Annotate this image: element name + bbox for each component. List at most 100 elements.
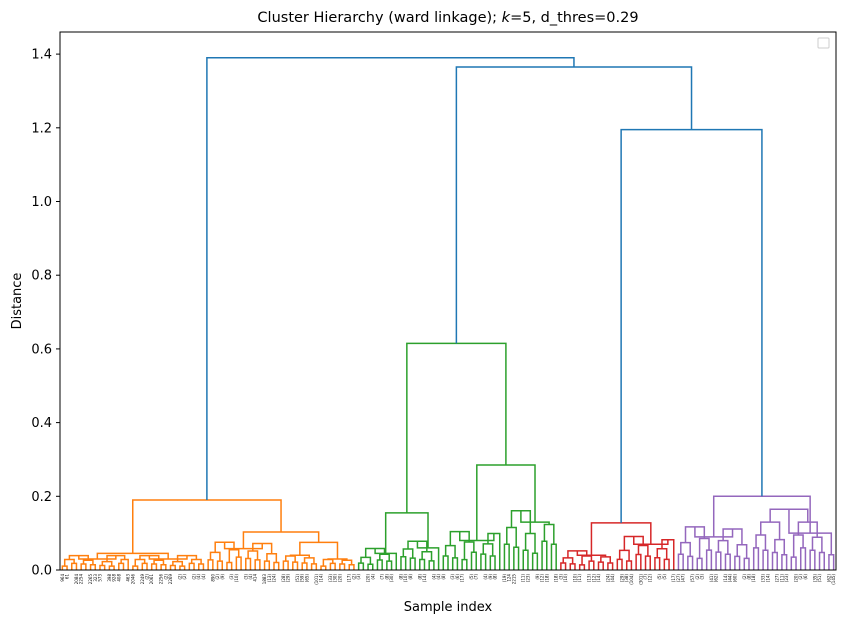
leaf-label-1: 61 [65,574,70,580]
leaf-label-112: (23) [784,574,789,583]
leaf-label-97: (57) [690,574,695,583]
dendrogram-link-159 [788,509,833,555]
dendrogram-link-15 [141,562,148,570]
y-tick-label-6: 1.2 [31,121,52,136]
dendrogram-link-61 [132,499,282,554]
dendrogram-link-151 [799,547,807,570]
leaf-label-86: (29) [620,574,625,583]
dendrogram-link-122 [654,556,661,570]
dendrogram-link-150 [790,556,797,570]
dendrogram-link-95 [531,552,539,570]
dendrogram-link-26 [190,558,202,565]
dendrogram-link-4 [89,563,97,570]
leaf-label-67: (8) [493,574,498,580]
dendrogram-link-78 [384,512,429,554]
leaf-label-103: (44) [728,574,733,583]
dendrogram-link-19 [153,559,165,565]
leaf-label-50: (8) [384,574,389,580]
dendrogram-link-119 [644,555,651,570]
dendrogram-link-161 [620,128,763,523]
dendrogram-link-3 [80,563,87,570]
leaf-label-92: (5) [657,574,662,580]
dendrogram-link-34 [235,556,242,570]
leaf-label-84: (24) [605,574,610,583]
leaf-label-111: (11) [779,574,784,583]
dendrogram-links [61,57,835,570]
leaf-label-12: 2249 [140,574,145,585]
leaf-label-59: (8) [441,574,446,580]
leaf-label-49: (7) [380,574,385,580]
dendrogram-link-7 [99,564,106,570]
dendrogram-link-118 [635,553,642,570]
dendrogram-link-66 [386,560,393,570]
dendrogram-link-144 [762,549,769,570]
dendrogram-link-111 [597,561,604,570]
dendrogram-link-23 [172,560,184,567]
leaf-label-20: (2) [192,574,197,580]
leaf-label-94: (17) [671,574,676,583]
leaf-label-10: 463 [126,574,131,582]
leaf-label-116: (35) [812,574,817,583]
dendrogram-link-94 [522,549,529,570]
leaf-label-25: (9) [220,574,225,580]
dendrogram-link-68 [364,547,386,558]
leaf-label-21: (4) [196,574,201,580]
leaf-label-79: (10) [572,574,577,583]
leaf-label-98: (2) [695,574,700,580]
leaf-label-26: (3) [229,574,234,580]
dendrogram-link-152 [792,534,804,558]
leaf-label-99: (3) [699,574,704,580]
dendrogram-link-56 [348,563,355,570]
leaf-label-31: 1883 [262,574,267,585]
dendrogram-link-48 [301,562,308,570]
leaf-label-19: (2) [182,574,187,580]
dendrogram-link-128 [677,553,684,570]
leaf-label-74: (12) [540,574,545,583]
dendrogram-link-37 [245,557,252,570]
dendrogram-link-158 [828,554,835,570]
y-axis-label: Distance [10,273,25,330]
plot-frame [59,31,837,571]
leaf-label-104: (60) [732,574,737,583]
leaf-label-43: (20) [337,574,342,583]
y-tick-label-4: 0.8 [31,269,52,284]
dendrogram-link-59 [299,541,339,559]
leaf-label-18: (2) [177,574,182,580]
leaf-label-46: (3) [356,574,361,580]
dendrogram-link-146 [771,551,778,570]
dendrogram-link-70 [400,555,407,570]
dendrogram-link-79 [442,555,449,570]
dendrogram-link-43 [252,542,273,554]
dendrogram-link-80 [451,557,459,570]
dendrogram-link-60 [242,531,320,549]
dendrogram-link-147 [781,554,788,570]
dendrogram-link-116 [625,560,633,570]
dendrogram-link-91 [503,543,510,570]
leaf-label-68: (19) [502,574,507,583]
y-tick-label-7: 1.4 [31,48,52,63]
dendrogram-link-149 [760,521,781,540]
leaf-label-115: (6) [803,574,808,580]
dendrogram-link-57 [341,559,353,565]
dendrogram-link-73 [419,558,426,570]
dendrogram-link-83 [470,551,477,570]
leaf-label-90: (7) [643,574,648,580]
y-tick-label-5: 1.0 [31,195,52,210]
dendrogram-link-136 [724,553,731,570]
dendrogram-link-8 [108,565,115,570]
dendrogram-link-46 [292,561,299,570]
leaf-label-7: 398 [107,574,112,582]
leaf-label-101: (62) [714,574,719,583]
leaf-label-96: (47) [681,574,686,583]
leaf-label-39: (101) [314,574,319,585]
leaf-label-45: (2) [351,574,356,580]
dendrogram-link-55 [339,563,346,570]
leaf-label-0: 964 [60,574,65,582]
leaf-label-82: (12) [591,574,596,583]
dendrogram-link-138 [734,555,741,570]
leaf-label-65: (4) [483,574,488,580]
leaf-label-76: (18) [554,574,559,583]
leaf-label-11: 2046 [130,574,135,585]
leaf-label-35: (29) [286,574,291,583]
